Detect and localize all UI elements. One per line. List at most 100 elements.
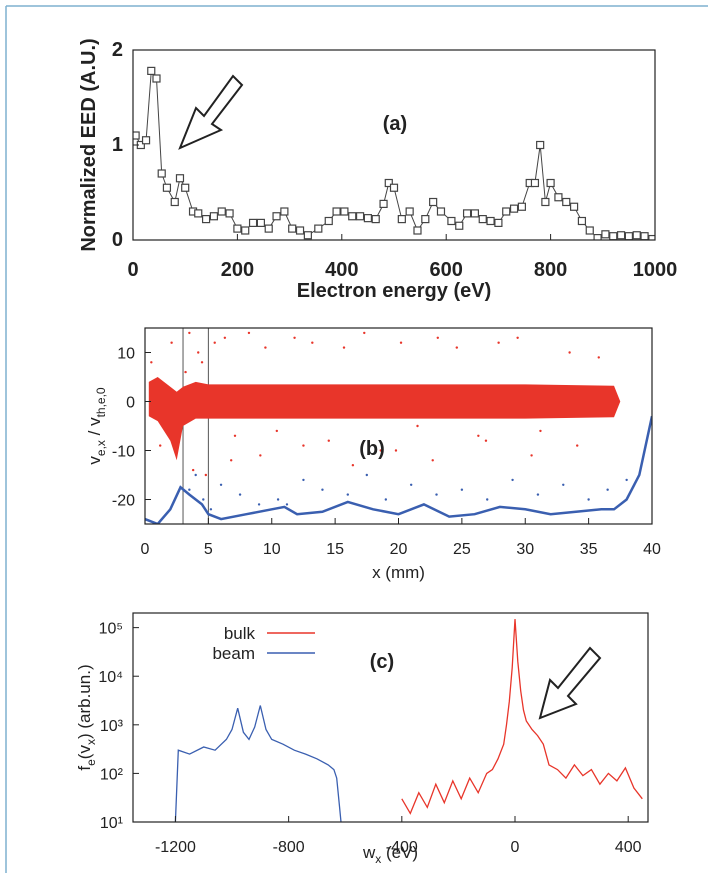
data-point bbox=[324, 216, 333, 226]
data-point bbox=[233, 224, 242, 233]
y-tick-label: 2 bbox=[112, 39, 123, 61]
y-tick-label: 10³ bbox=[100, 718, 124, 735]
data-point bbox=[147, 66, 156, 76]
data-point bbox=[569, 202, 579, 211]
x-tick-label: 600 bbox=[430, 259, 463, 281]
data-point bbox=[413, 226, 422, 235]
particle bbox=[197, 351, 200, 354]
data-point bbox=[632, 231, 641, 240]
data-point bbox=[201, 215, 211, 224]
data-point bbox=[194, 209, 203, 218]
particle bbox=[191, 468, 195, 472]
data-point bbox=[209, 212, 219, 221]
legend-label: bulk bbox=[224, 624, 256, 643]
particle bbox=[302, 444, 305, 447]
particle bbox=[587, 498, 590, 501]
data-point bbox=[494, 218, 503, 227]
data-point bbox=[470, 209, 480, 218]
label-part: v bbox=[85, 456, 104, 465]
particle bbox=[365, 473, 369, 477]
particle bbox=[264, 346, 267, 349]
particle bbox=[285, 503, 289, 506]
x-tick-label: 400 bbox=[615, 839, 642, 856]
x-tick-label: 20 bbox=[390, 541, 408, 558]
y-tick-label: 10⁵ bbox=[99, 621, 123, 638]
data-point bbox=[379, 199, 388, 208]
particle bbox=[202, 498, 205, 501]
y-axis-label: ve,x / vth,e,0 bbox=[85, 387, 108, 465]
arrow bbox=[178, 74, 244, 150]
particle bbox=[351, 464, 355, 467]
data-point bbox=[248, 218, 258, 227]
particle bbox=[363, 331, 366, 335]
particle bbox=[257, 503, 261, 506]
particle bbox=[311, 341, 314, 344]
y-tick-label: 1 bbox=[112, 134, 123, 156]
data-point bbox=[436, 207, 446, 216]
data-point bbox=[562, 197, 571, 207]
data-point bbox=[640, 232, 649, 240]
data-point bbox=[536, 140, 545, 150]
particle bbox=[536, 493, 540, 496]
x-tick-label: -1200 bbox=[155, 839, 196, 856]
data-point bbox=[181, 183, 190, 192]
particle bbox=[409, 483, 413, 486]
data-point bbox=[332, 207, 341, 216]
data-point bbox=[397, 215, 406, 224]
data-point bbox=[280, 207, 289, 216]
plot-frame bbox=[132, 49, 656, 241]
data-point bbox=[486, 216, 495, 226]
data-point bbox=[389, 183, 399, 192]
particle bbox=[238, 493, 242, 496]
particle bbox=[293, 336, 296, 339]
data-point bbox=[509, 204, 519, 213]
panel-label: (b) bbox=[359, 438, 385, 460]
particle bbox=[159, 444, 162, 447]
data-point bbox=[348, 212, 357, 221]
data-point bbox=[601, 230, 610, 239]
particle bbox=[568, 351, 571, 354]
data-point bbox=[157, 169, 166, 178]
particle bbox=[247, 331, 251, 335]
x-axis-label: Electron energy (eV) bbox=[297, 280, 492, 302]
x-tick-label: 800 bbox=[534, 259, 567, 281]
particle bbox=[233, 434, 237, 437]
particle bbox=[346, 493, 349, 496]
plot-frame bbox=[144, 327, 653, 525]
particle bbox=[576, 444, 579, 447]
data-point bbox=[609, 232, 618, 240]
subscript: e bbox=[84, 759, 98, 766]
x-tick-label: 200 bbox=[221, 259, 254, 281]
particle bbox=[625, 478, 628, 482]
x-tick-label: 0 bbox=[511, 839, 520, 856]
x-tick-label: 0 bbox=[141, 541, 150, 558]
data-point bbox=[133, 131, 140, 140]
data-point bbox=[384, 178, 393, 188]
particle bbox=[275, 429, 279, 433]
x-tick-label: 1000 bbox=[633, 259, 678, 281]
data-point bbox=[371, 215, 380, 224]
data-point bbox=[264, 224, 273, 233]
data-point bbox=[648, 234, 655, 240]
x-tick-label: 40 bbox=[643, 541, 661, 558]
data-point bbox=[541, 197, 550, 207]
subscript: th,e,0 bbox=[94, 387, 108, 417]
subscript: e,x bbox=[94, 440, 108, 456]
particle bbox=[188, 488, 191, 491]
x-tick-label: -800 bbox=[273, 839, 305, 856]
particle bbox=[342, 346, 346, 349]
particle bbox=[188, 331, 191, 335]
particle bbox=[530, 454, 533, 457]
data-point bbox=[517, 202, 526, 211]
particle bbox=[302, 478, 305, 482]
particle bbox=[184, 370, 187, 374]
particle bbox=[562, 483, 565, 486]
x-tick-label: 15 bbox=[326, 541, 344, 558]
legend-label: beam bbox=[212, 644, 255, 663]
x-tick-label: 10 bbox=[263, 541, 281, 558]
particle bbox=[384, 498, 388, 501]
data-point bbox=[175, 174, 185, 183]
data-point bbox=[421, 215, 430, 224]
particle bbox=[194, 473, 197, 477]
